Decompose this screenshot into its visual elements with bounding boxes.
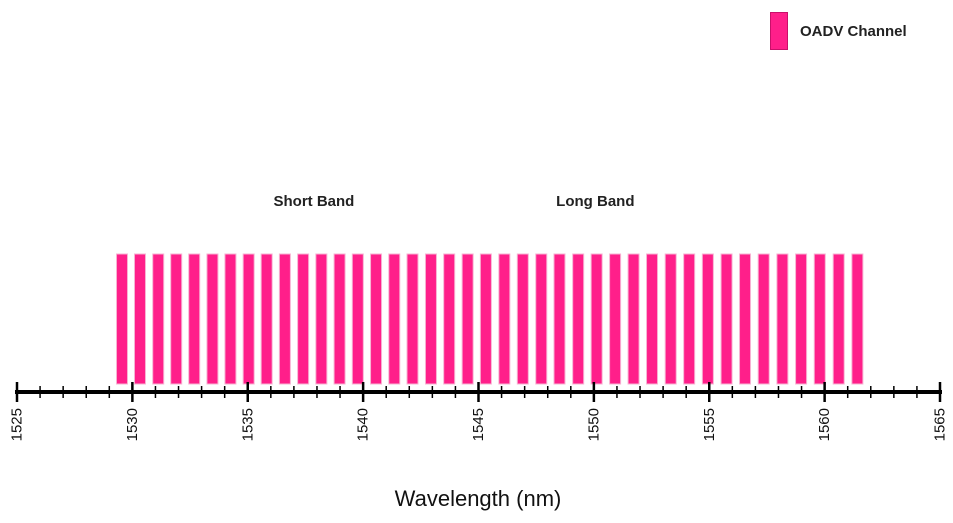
- channel-bar: [664, 253, 677, 385]
- channel-bar: [260, 253, 273, 385]
- channel-bar: [813, 253, 826, 385]
- channel-bar: [479, 253, 492, 385]
- channel-bar: [297, 253, 310, 385]
- channel-bar: [553, 253, 566, 385]
- channel-bar: [776, 253, 789, 385]
- legend-label: OADV Channel: [800, 22, 907, 40]
- channel-bar: [278, 253, 291, 385]
- channel-bar: [170, 253, 183, 385]
- channel-bar: [757, 253, 770, 385]
- channel-bar: [370, 253, 383, 385]
- channel-bars: [115, 253, 864, 385]
- channel-bar: [315, 253, 328, 385]
- legend-swatch: [770, 12, 788, 50]
- x-axis-ticks: [15, 382, 942, 402]
- x-tick-label: 1530: [124, 408, 141, 441]
- channel-bar: [115, 253, 128, 385]
- x-tick-label: 1535: [239, 408, 256, 441]
- channel-bar: [535, 253, 548, 385]
- channel-bar: [683, 253, 696, 385]
- channel-bar: [851, 253, 864, 385]
- channel-bar: [443, 253, 456, 385]
- channel-bar: [224, 253, 237, 385]
- channel-bar: [388, 253, 401, 385]
- x-tick-label: 1545: [470, 408, 487, 441]
- channel-bar: [461, 253, 474, 385]
- x-tick-label: 1565: [932, 408, 949, 441]
- channel-bar: [498, 253, 511, 385]
- band-annotation: Long Band: [556, 193, 634, 210]
- channel-bar: [590, 253, 603, 385]
- x-tick-label: 1540: [355, 408, 372, 441]
- channel-bar: [832, 253, 845, 385]
- channel-bar: [720, 253, 733, 385]
- channel-bar: [133, 253, 146, 385]
- x-axis-label: Wavelength (nm): [395, 486, 562, 511]
- channel-bar: [406, 253, 419, 385]
- channel-bar: [795, 253, 808, 385]
- channel-bar: [351, 253, 364, 385]
- channel-bar: [646, 253, 659, 385]
- channel-bar: [152, 253, 165, 385]
- x-tick-label: 1560: [816, 408, 833, 441]
- channel-bar: [701, 253, 714, 385]
- x-axis-tick-labels: 1525 1530 1535 1540 1545 1550 1555 1560 1565: [9, 408, 949, 441]
- channel-bar: [333, 253, 346, 385]
- channel-bar: [206, 253, 219, 385]
- channel-bar: [609, 253, 622, 385]
- x-tick-label: 1525: [9, 408, 26, 441]
- legend: OADV Channel: [770, 12, 907, 50]
- channel-bar: [188, 253, 201, 385]
- band-annotation: Short Band: [274, 193, 355, 210]
- channel-bar: [739, 253, 752, 385]
- channel-bar: [572, 253, 585, 385]
- channel-bar: [627, 253, 640, 385]
- channel-bar: [242, 253, 255, 385]
- band-annotations: Short Band Long Band: [274, 193, 635, 210]
- channel-bar: [424, 253, 437, 385]
- x-tick-label: 1555: [701, 408, 718, 441]
- channel-bar: [516, 253, 529, 385]
- x-tick-label: 1550: [585, 408, 602, 441]
